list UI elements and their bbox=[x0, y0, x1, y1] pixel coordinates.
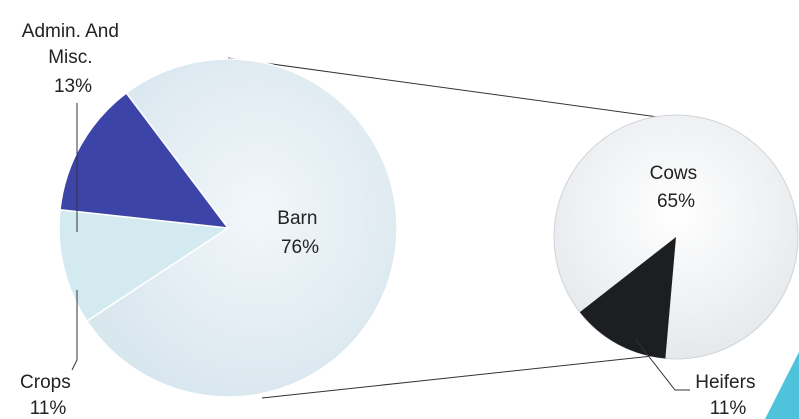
connector-line-top bbox=[227, 57, 681, 121]
slice-admin bbox=[59, 91, 230, 229]
slice-crops bbox=[58, 208, 231, 323]
leader-line-crops bbox=[71, 290, 78, 371]
leader-line-heifers bbox=[635, 339, 690, 391]
corner-accent-shape bbox=[765, 352, 799, 419]
slice-heifers bbox=[579, 237, 676, 359]
secondary-pie bbox=[553, 114, 799, 360]
main-pie bbox=[58, 58, 398, 398]
slice-label-cows: Cows 65% bbox=[650, 163, 703, 212]
slice-label-crops: Crops 11% bbox=[20, 372, 76, 419]
slice-label-heifers: Heifers 11% bbox=[695, 372, 760, 419]
slice-label-barn: Barn 76% bbox=[277, 208, 322, 258]
slice-label-admin: Admin. And Misc. 13% bbox=[22, 21, 124, 97]
connector-line-bottom bbox=[261, 352, 681, 399]
